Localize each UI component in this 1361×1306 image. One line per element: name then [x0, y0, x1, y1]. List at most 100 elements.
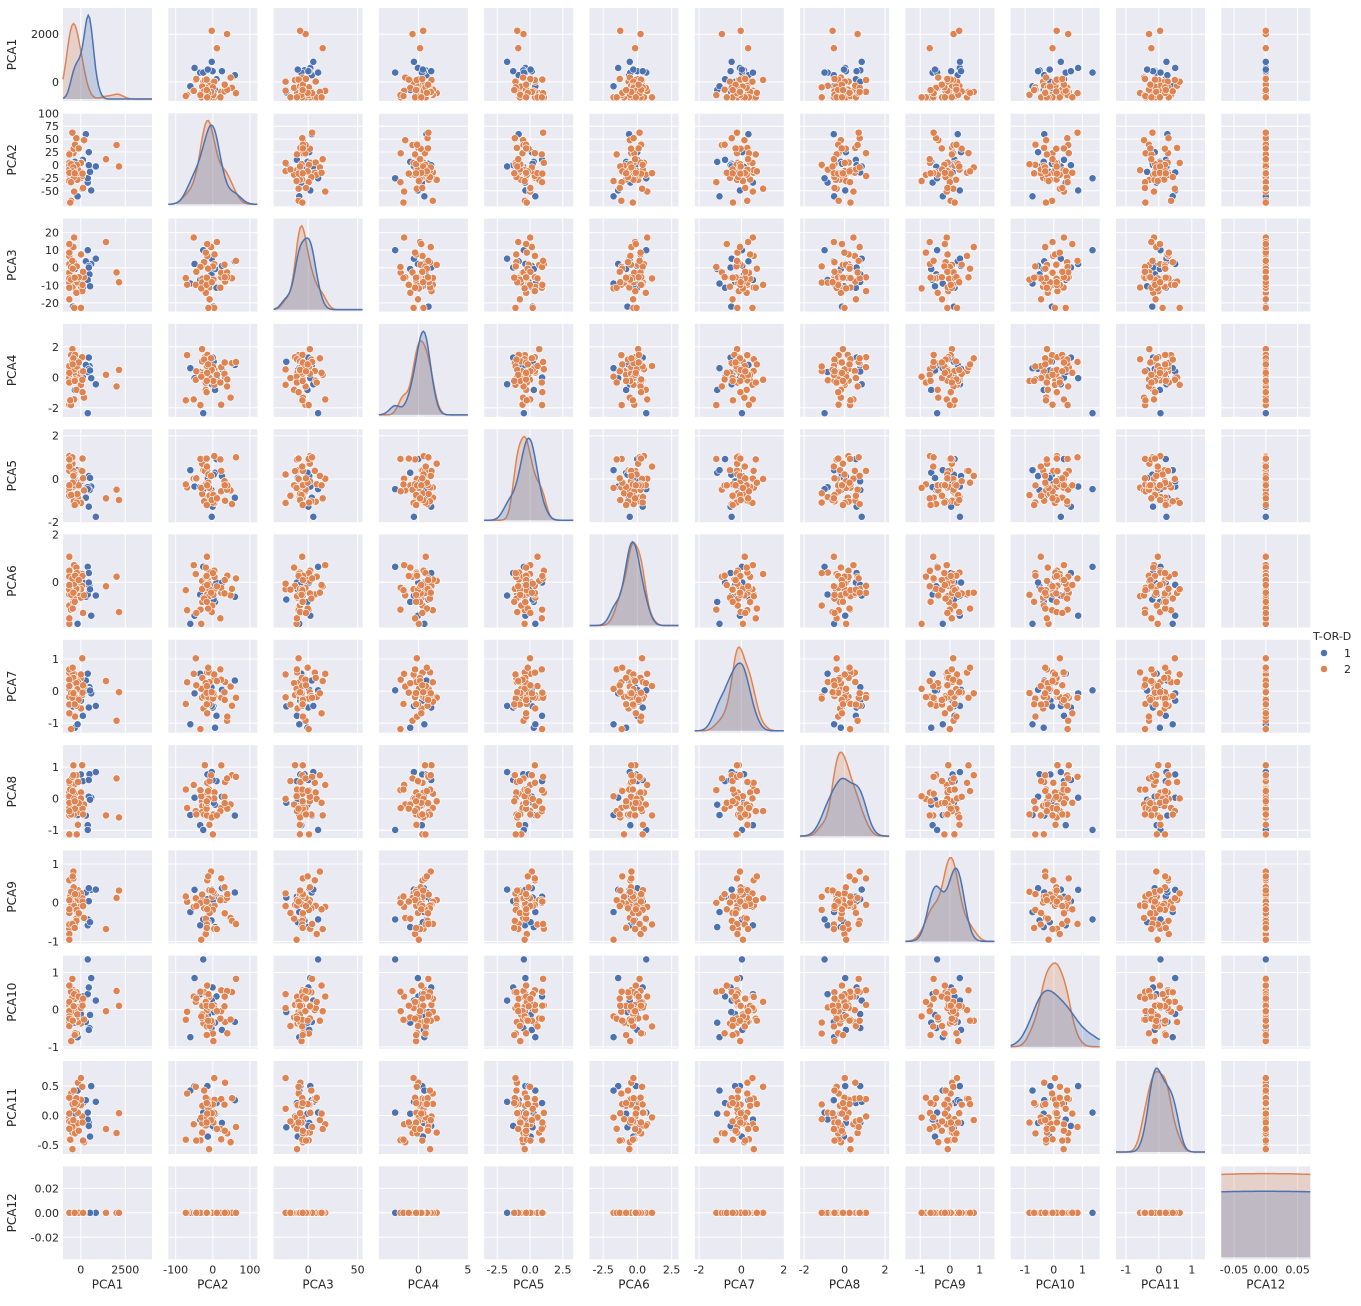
point-series-2 [522, 80, 531, 89]
point-series-1 [931, 65, 939, 74]
point-series-1 [947, 67, 956, 76]
point-series-2 [834, 388, 843, 397]
point-series-2 [404, 169, 413, 178]
point-series-2 [739, 483, 747, 492]
point-series-1 [531, 192, 540, 201]
point-series-2 [922, 248, 930, 257]
point-series-2 [741, 267, 750, 276]
point-series-2 [112, 485, 121, 494]
point-series-2 [749, 466, 758, 475]
point-series-2 [1164, 134, 1173, 143]
point-series-2 [933, 288, 942, 297]
point-series-2 [1153, 177, 1162, 185]
point-series-1 [309, 702, 318, 710]
point-series-2 [432, 260, 441, 269]
point-series-2 [937, 273, 946, 282]
panel-PCA3-vs-PCA10 [1010, 218, 1100, 312]
panel-PCA1-vs-PCA4 [378, 8, 468, 102]
panel-PCA1-vs-PCA6 [589, 8, 679, 102]
point-series-2 [304, 401, 313, 409]
point-series-1 [956, 512, 964, 521]
point-series-2 [1043, 385, 1052, 394]
point-series-2 [418, 184, 427, 192]
point-series-2 [522, 93, 531, 102]
panel-PCA3-vs-PCA12 [1221, 218, 1311, 312]
point-series-2 [612, 378, 621, 387]
point-series-2 [223, 382, 231, 391]
point-series-2 [946, 572, 955, 580]
point-series-2 [1061, 167, 1070, 175]
point-series-2 [929, 256, 938, 265]
point-series-2 [1168, 173, 1177, 181]
point-series-2 [624, 258, 632, 267]
point-series-1 [1162, 512, 1171, 521]
panel-PCA6-vs-PCA5 [484, 534, 574, 628]
point-series-2 [712, 401, 721, 409]
point-series-2 [1058, 74, 1067, 83]
point-series-2 [522, 709, 531, 718]
panel-PCA2-vs-PCA5 [484, 112, 574, 207]
panel-PCA3-vs-PCA9 [905, 218, 995, 312]
point-series-2 [418, 267, 427, 276]
point-series-2 [281, 670, 290, 679]
point-series-2 [417, 709, 426, 718]
point-series-2 [533, 552, 542, 561]
point-series-2 [298, 86, 307, 94]
point-series-2 [830, 355, 839, 364]
point-series-1 [820, 246, 829, 255]
point-series-2 [862, 581, 871, 590]
point-series-2 [1073, 256, 1082, 265]
point-series-2 [77, 303, 85, 312]
point-series-2 [615, 681, 624, 690]
point-series-2 [302, 184, 310, 192]
point-series-2 [416, 494, 424, 503]
point-series-2 [943, 303, 952, 312]
point-series-2 [1161, 376, 1170, 385]
point-series-2 [634, 358, 643, 367]
point-series-2 [220, 481, 229, 490]
point-series-2 [510, 273, 519, 282]
point-series-2 [1030, 501, 1039, 509]
point-series-2 [1146, 358, 1155, 367]
point-series-2 [202, 597, 211, 606]
point-series-2 [849, 187, 858, 196]
point-series-2 [1036, 462, 1045, 471]
point-series-2 [1068, 93, 1077, 102]
point-series-2 [1152, 588, 1161, 597]
point-series-2 [418, 609, 427, 617]
point-series-2 [78, 169, 87, 178]
point-series-2 [946, 388, 955, 397]
point-series-2 [216, 283, 225, 292]
point-series-2 [207, 588, 215, 597]
point-series-2 [842, 619, 851, 628]
panel-PCA7-vs-PCA2 [168, 639, 258, 733]
point-series-2 [281, 158, 290, 167]
point-series-1 [713, 597, 722, 606]
panel-PCA5-vs-PCA7 [694, 429, 784, 523]
point-series-2 [291, 467, 299, 475]
point-series-1 [852, 67, 861, 76]
point-series-2 [400, 233, 408, 242]
point-series-2 [1156, 581, 1164, 589]
point-series-2 [853, 382, 862, 391]
point-series-2 [1158, 303, 1167, 312]
point-series-2 [940, 93, 949, 102]
point-series-2 [65, 552, 74, 561]
point-series-2 [828, 162, 837, 171]
point-series-2 [853, 30, 862, 38]
panel-PCA2-vs-PCA12 [1221, 112, 1311, 207]
point-series-2 [1043, 576, 1051, 585]
point-series-2 [210, 250, 219, 259]
panel-PCA4-vs-PCA12 [1221, 323, 1311, 418]
point-series-1 [1034, 67, 1042, 76]
point-series-2 [412, 654, 421, 663]
point-series-1 [84, 502, 93, 511]
point-series-2 [78, 280, 87, 289]
point-series-1 [713, 157, 722, 166]
point-series-2 [917, 372, 926, 381]
point-series-2 [1048, 400, 1057, 409]
point-series-2 [203, 481, 212, 490]
point-series-2 [112, 382, 121, 391]
point-series-2 [728, 376, 737, 385]
point-series-2 [950, 198, 959, 207]
